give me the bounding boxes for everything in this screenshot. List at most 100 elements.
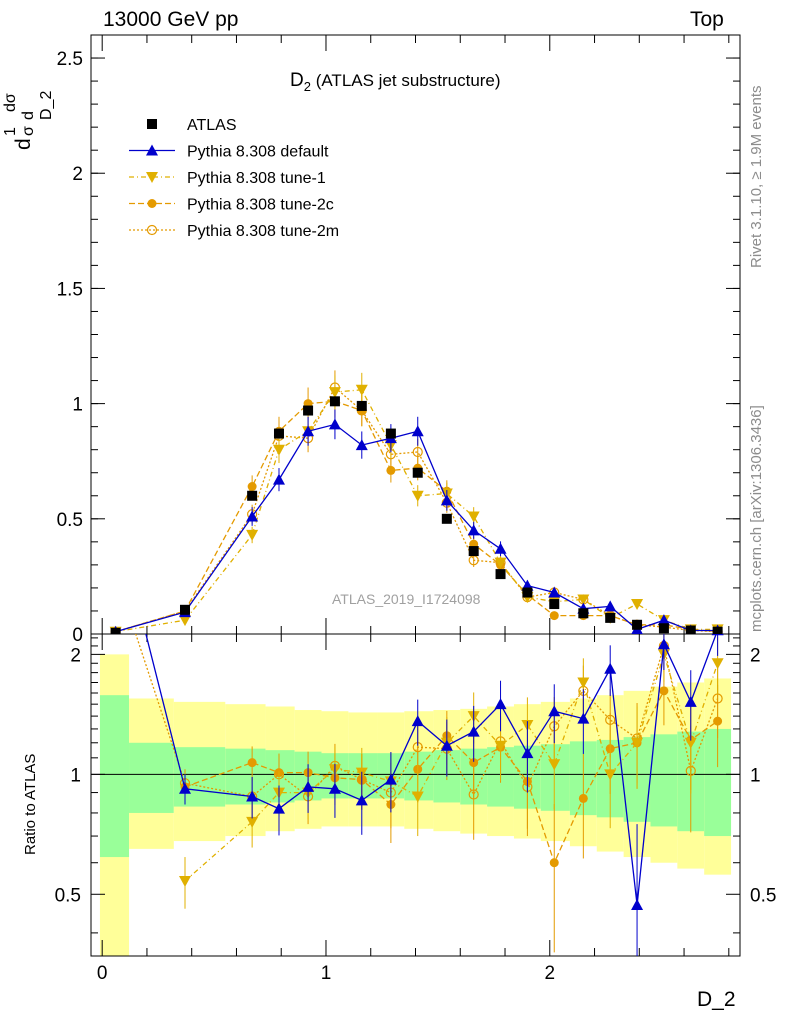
ratio-point [272,802,285,814]
header-process: 13000 GeV pp [103,8,239,31]
series-point [549,611,559,621]
ratio-y-tick-label: 1 [70,765,81,786]
legend-marker [147,199,157,208]
ratio-point [549,858,559,868]
data-point [412,467,423,478]
ratio-point [328,782,341,794]
series-point [302,425,315,437]
data-point [522,587,533,598]
ratio-point [684,737,697,749]
ratio-point [577,677,590,689]
data-point [356,400,367,411]
legend-label: ATLAS [187,117,237,134]
ratio-y-tick-label-right: 0.5 [750,885,776,906]
series-point [657,614,670,626]
data-point [303,405,314,416]
data-point [441,513,452,524]
series-point [467,524,480,536]
series-point [467,511,480,523]
series-point [178,615,191,627]
x-tick-label: 2 [544,963,555,984]
ratio-uncertainty-bands [99,654,732,956]
ratio-point [711,634,724,636]
y-label-sigma: σ [20,126,37,136]
series-point [604,600,617,612]
data-point [578,608,589,619]
series-point [548,586,561,598]
data-point [549,599,560,610]
ratio-point [246,790,259,802]
ratio-point [247,758,257,768]
watermark: ATLAS_2019_I1724098 [332,591,481,607]
ratio-point [467,725,480,737]
data-point [329,396,340,407]
ratio-point [469,758,479,768]
legend-marker [147,119,157,129]
ratio-point [577,712,590,724]
y-tick-label: 0 [72,625,83,646]
ratio-series-line [145,634,717,906]
ratio-point [494,740,507,752]
chart-title-rest: (ATLAS jet substructure) [311,71,501,90]
data-point [495,569,506,580]
data-point [712,626,723,634]
legend-label: Pythia 8.308 tune-2m [187,223,339,240]
ratio-point [578,793,588,803]
header-category: Top [690,8,724,31]
data-point [247,490,258,501]
ratio-band-green [99,695,130,858]
mcplots-source-label: mcplots.cern.ch [arXiv:1306.3436] [748,405,765,632]
ratio-y-tick-label-right: 1 [750,765,761,786]
data-point [468,546,479,557]
ratio-y-tick-label: 0.5 [55,885,81,906]
legend-marker [146,144,158,156]
legend-label: Pythia 8.308 tune-2c [187,197,334,214]
y-label-dD2: d D_2 [20,90,55,120]
ratio-point [302,780,315,792]
ratio-point [713,716,723,726]
data-point [632,619,643,630]
data-point [685,625,696,634]
ratio-point [246,816,259,828]
series-point [246,529,259,541]
ratio-point [548,759,561,771]
chart-title: D2 (ATLAS jet substructure) [290,70,501,94]
y-axis-label: d 1 σ dσ d D_2 [2,80,55,150]
series-point [247,482,257,492]
ratio-band-green [540,744,570,811]
chart-title-subscript: 2 [304,79,311,94]
ratio-y-tick-label-right: 2 [750,645,761,666]
data-point [605,612,616,623]
ratio-point [384,773,397,785]
series-line [115,389,718,633]
series-point [494,557,507,569]
legend-marker [146,172,158,183]
series-point [494,542,507,554]
series-point [386,465,396,475]
ratio-point [521,747,534,759]
y-label-dsigma: dσ [2,93,19,112]
ratio-point [178,875,191,887]
ratio-series-line [135,634,719,798]
series-point [328,418,341,430]
series-point [440,494,453,506]
series-point [272,444,285,456]
ratio-point [657,638,670,650]
ratio-point [440,739,453,751]
ratio-point [548,705,561,717]
ratio-point [684,695,697,707]
legend-marker [146,224,158,236]
ratio-band-green [129,742,174,813]
ratio-y-tick-label: 2 [70,645,81,666]
ratio-point [604,662,617,674]
y-label-d: d [12,138,35,150]
series-point [272,473,285,485]
series-point [246,510,259,522]
main-panel-curves [109,370,724,634]
series-point [411,425,424,437]
ratio-point [411,715,424,727]
legend-label: Pythia 8.308 default [187,144,329,161]
ratio-point [631,737,644,749]
legend-label: Pythia 8.308 tune-1 [187,170,326,187]
